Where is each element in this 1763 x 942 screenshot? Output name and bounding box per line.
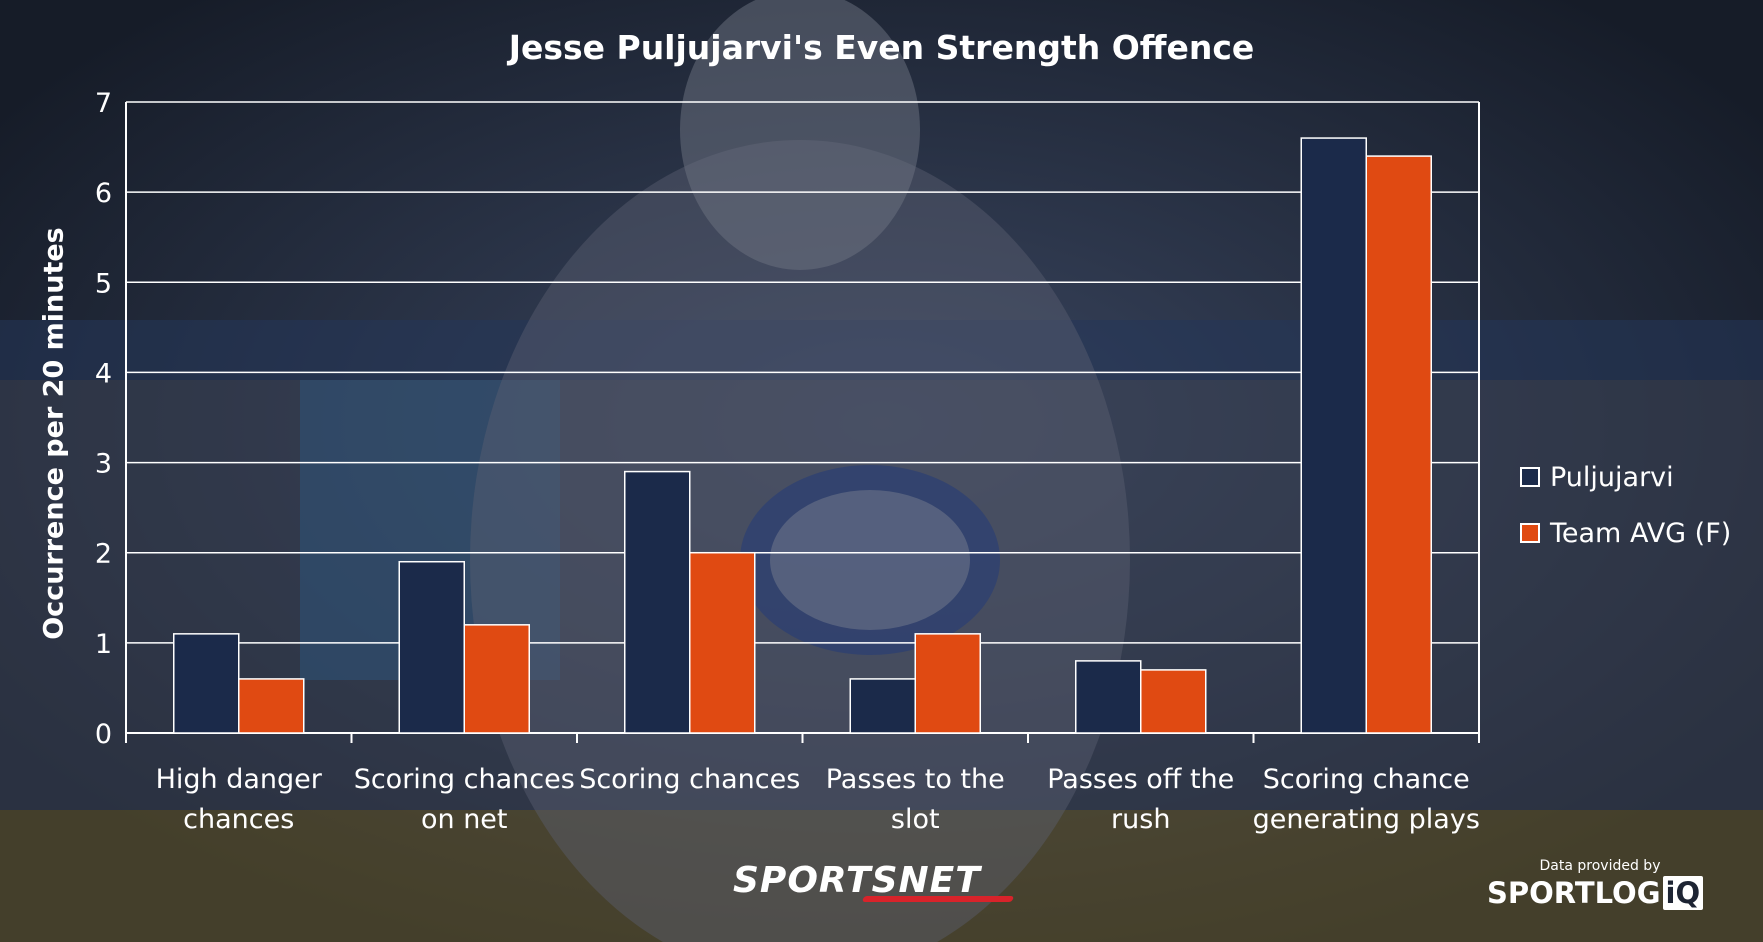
sportsnet-logo: SPORTSNET xyxy=(733,860,1015,902)
y-tick-label: 3 xyxy=(95,449,112,480)
sportsnet-logo-text: SPORTSNET xyxy=(733,860,981,901)
x-tick-label: Scoring chance xyxy=(1263,764,1470,795)
x-tick-label: Scoring chances xyxy=(579,764,800,795)
bar-team-avg xyxy=(238,678,305,734)
bar-team-avg xyxy=(1365,155,1432,734)
x-tick-label: on net xyxy=(421,804,508,835)
bar-team-avg xyxy=(1140,669,1207,734)
y-tick-label: 4 xyxy=(95,358,112,389)
y-tick-label: 5 xyxy=(95,268,112,299)
bar-puljujarvi xyxy=(1075,660,1142,734)
x-tick-label: slot xyxy=(891,804,940,835)
x-tick-label: chances xyxy=(183,804,294,835)
legend-label-puljujarvi: Puljujarvi xyxy=(1550,461,1674,493)
data-credit: Data provided by xyxy=(1539,858,1661,874)
chart-title: Jesse Puljujarvi's Even Strength Offence xyxy=(508,28,1255,67)
x-tick-label: High danger xyxy=(156,764,323,795)
legend: Puljujarvi Team AVG (F) xyxy=(1520,460,1731,572)
sportlogiq-logo-text: SPORTLOG xyxy=(1487,876,1661,910)
sportlogiq-logo: SPORTLOG iQ xyxy=(1487,876,1704,910)
legend-item-puljujarvi: Puljujarvi xyxy=(1520,460,1731,494)
x-tick-label: Scoring chances xyxy=(354,764,575,795)
y-tick-label: 7 xyxy=(95,88,112,119)
x-tick-label: rush xyxy=(1111,804,1170,835)
y-tick-label: 0 xyxy=(95,719,112,750)
bar-team-avg xyxy=(689,551,756,734)
bar-puljujarvi xyxy=(1300,137,1367,734)
bar-puljujarvi xyxy=(624,470,691,734)
bar-puljujarvi xyxy=(849,678,916,734)
legend-label-team-avg: Team AVG (F) xyxy=(1550,517,1732,549)
bar-team-avg xyxy=(914,633,981,734)
bar-puljujarvi xyxy=(398,560,465,734)
legend-swatch-puljujarvi xyxy=(1520,467,1540,487)
sportlogiq-logo-iq: iQ xyxy=(1662,876,1704,910)
x-tick-label: Passes off the xyxy=(1047,764,1234,795)
bar-team-avg xyxy=(463,624,530,734)
y-axis-label: Occurrence per 20 minutes xyxy=(38,227,70,640)
y-tick-label: 1 xyxy=(95,629,112,660)
x-tick-label: generating plays xyxy=(1253,804,1480,835)
bar-puljujarvi xyxy=(173,633,240,734)
y-tick-label: 2 xyxy=(95,539,112,570)
sportsnet-swoosh-icon xyxy=(861,896,1015,902)
legend-item-team-avg: Team AVG (F) xyxy=(1520,516,1731,550)
x-tick-label: Passes to the xyxy=(826,764,1005,795)
y-tick-label: 6 xyxy=(95,178,112,209)
legend-swatch-team-avg xyxy=(1520,523,1540,543)
